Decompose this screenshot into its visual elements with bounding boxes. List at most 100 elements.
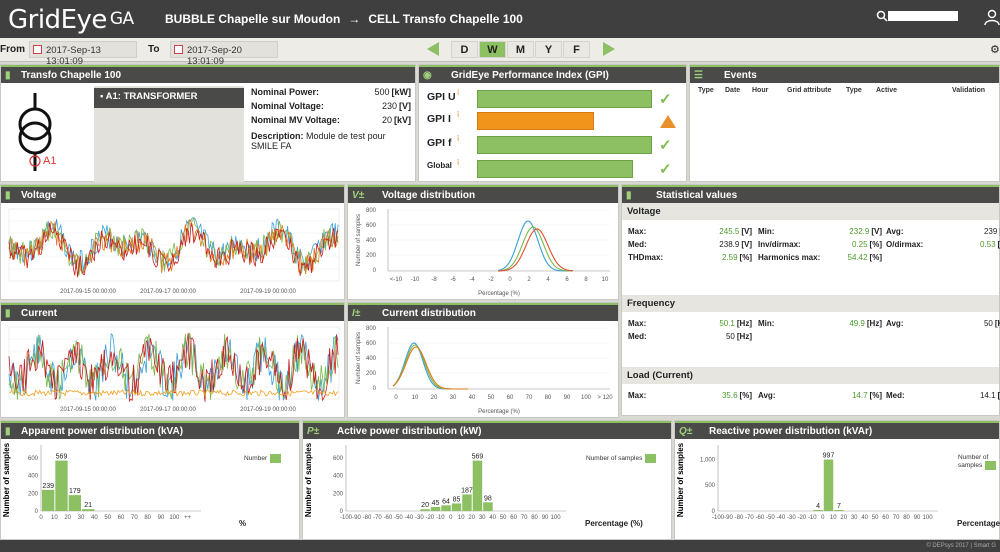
from-label: From — [0, 44, 25, 55]
bar[interactable] — [420, 509, 430, 511]
stats-section-voltage: Voltage — [622, 203, 999, 220]
bar[interactable] — [441, 505, 451, 511]
app-logo[interactable]: GridEye GA — [8, 5, 134, 35]
apparent-power-chart[interactable]: 0 200 400 600 0 10 20 30 40 50 60 70 80 90 100 ++ 239 569… — [1, 441, 299, 539]
breadcrumb-cell[interactable]: CELL Transfo Chapelle 100 — [368, 12, 523, 26]
stat-number: 239 — [983, 227, 998, 236]
stat-unit: [Hz] — [736, 319, 752, 328]
bar[interactable] — [834, 510, 844, 511]
bar[interactable] — [823, 459, 834, 511]
y-axis-title: Number of samples — [304, 442, 313, 517]
to-date-field[interactable]: 2017-Sep-20 13:01:09 — [170, 41, 278, 67]
search-icon[interactable] — [876, 10, 888, 24]
bar[interactable] — [68, 495, 81, 511]
stat-unit: [%] — [739, 253, 752, 262]
events-column-header[interactable]: Type — [846, 87, 862, 94]
voltage-time-series-chart[interactable]: 2017-09-15 00:00:00 2017-09-17 00:00:00 20… — [1, 205, 344, 299]
statistical-values-panel: ▮ Statistical values Voltage Max: 245.5 [V] M… — [621, 184, 1000, 416]
period-button-d[interactable]: D — [451, 41, 478, 58]
current-time-series-chart[interactable]: 2017-09-15 00:00:00 2017-09-17 00:00:00 20… — [1, 323, 344, 417]
x-tick-label: -6 — [450, 277, 456, 283]
x-tick-label: -60 — [384, 515, 393, 521]
events-column-header[interactable]: Active — [876, 87, 898, 94]
events-column-header[interactable]: Type — [698, 87, 714, 94]
x-tick-label: 2017-09-17 00:00:00 — [140, 407, 196, 413]
stat-label: Med: — [628, 240, 647, 249]
bar[interactable] — [42, 489, 55, 511]
bar[interactable] — [483, 502, 493, 511]
voltage-panel: ▮ Voltage 2017-09-15 00:00:00 2017-09-17 0… — [0, 184, 345, 300]
period-button-m[interactable]: M — [507, 41, 534, 58]
x-tick-label: 10 — [602, 277, 609, 283]
active-power-header: P± Active power distribution (kW) — [303, 421, 671, 439]
reactive-legend-label: Number of samples — [958, 454, 989, 470]
gpi-bar-2 — [477, 136, 652, 154]
gpi-label-2: GPI f — [427, 137, 452, 149]
property-label: Nominal MV Voltage: — [251, 115, 340, 125]
stat-label: Max: — [628, 227, 647, 236]
x-tick-label: 10 — [458, 515, 465, 521]
stat-unit: [%] — [869, 253, 882, 262]
property-label: Nominal Voltage: — [251, 101, 324, 111]
reactive-legend: Number of samples — [958, 454, 999, 470]
stat-number: 2.59 — [721, 253, 738, 262]
events-column-header[interactable]: Validation — [952, 87, 986, 94]
events-column-header[interactable]: Date — [725, 87, 741, 94]
bar[interactable] — [813, 510, 823, 511]
check-icon: ✓ — [659, 91, 672, 108]
x-tick-label: 40 — [469, 395, 476, 401]
x-tick-label: 50 — [488, 395, 495, 401]
active-power-panel: P± Active power distribution (kW) Number … — [302, 420, 672, 540]
stats-section-frequency: Frequency — [622, 295, 999, 312]
bar[interactable] — [55, 460, 68, 511]
top-bar: GridEye GA BUBBLE Chapelle sur Moudon → CEL… — [0, 0, 1000, 38]
distribution-curve-1 — [498, 226, 573, 272]
stat-label: Med: — [886, 391, 905, 400]
stat-unit: [V] — [741, 227, 752, 236]
reactive-power-header: Q± Reactive power distribution (kVAr) — [675, 421, 999, 439]
events-panel-header: ☰ Events — [690, 65, 999, 83]
transfo-property-row: Nominal MV Voltage: 20 [kV] — [251, 115, 411, 125]
events-column-header[interactable]: Grid attribute — [787, 87, 832, 94]
stat-cell: Med: 238.9 [V] — [628, 240, 752, 249]
period-button-y[interactable]: Y — [535, 41, 562, 58]
breadcrumb-site[interactable]: BUBBLE Chapelle sur Moudon — [165, 12, 341, 26]
bar[interactable] — [82, 509, 95, 511]
bar[interactable] — [451, 503, 462, 511]
from-date-field[interactable]: 2017-Sep-13 13:01:09 — [29, 41, 137, 67]
stat-number: 238.9 — [719, 240, 740, 249]
x-tick-label: -40 — [405, 515, 414, 521]
transfo-property-row: Nominal Voltage: 230 [V] — [251, 101, 411, 111]
search-input[interactable] — [888, 11, 958, 21]
bar[interactable] — [462, 494, 472, 511]
stat-unit: [V] — [741, 240, 752, 249]
bar[interactable] — [430, 507, 441, 511]
x-tick-label: 6 — [565, 277, 569, 283]
stat-value: 245.5 [V] — [719, 227, 752, 236]
bar-value-label: 7 — [837, 503, 841, 510]
x-tick-label: 0 — [508, 277, 512, 283]
stat-unit: [V] — [871, 227, 882, 236]
previous-period-arrow-icon[interactable] — [427, 42, 439, 56]
user-icon[interactable] — [984, 9, 1000, 25]
y-tick-label: 0 — [712, 509, 716, 515]
bar-value-label: 179 — [69, 488, 81, 495]
period-button-f[interactable]: F — [563, 41, 590, 58]
x-tick-label: 40 — [861, 515, 868, 521]
x-tick-label: -100 — [712, 515, 725, 521]
x-tick-label: 0 — [821, 515, 825, 521]
x-tick-label: 0 — [449, 515, 453, 521]
current-distribution-chart[interactable]: 800 600 400 200 0 0 10 20 30 40 50 60 70 80 90 100 > 120… — [348, 323, 618, 417]
events-column-header[interactable]: Hour — [752, 87, 769, 94]
transformer-item[interactable]: ▪ A1: TRANSFORMER — [94, 88, 244, 108]
period-button-w[interactable]: W — [479, 41, 506, 58]
x-tick-label: -30 — [415, 515, 424, 521]
voltage-distribution-chart[interactable]: 800 600 400 200 0 <-10 -10 -8 -6 -4 -2 0 2 4 6 8 10 Perce… — [348, 205, 618, 299]
bar[interactable] — [472, 460, 483, 511]
next-period-arrow-icon[interactable] — [603, 42, 615, 56]
x-tick-label: -80 — [363, 515, 372, 521]
bar-value-label: 239 — [42, 483, 54, 490]
settings-icon[interactable]: ⚙ — [990, 44, 1000, 56]
